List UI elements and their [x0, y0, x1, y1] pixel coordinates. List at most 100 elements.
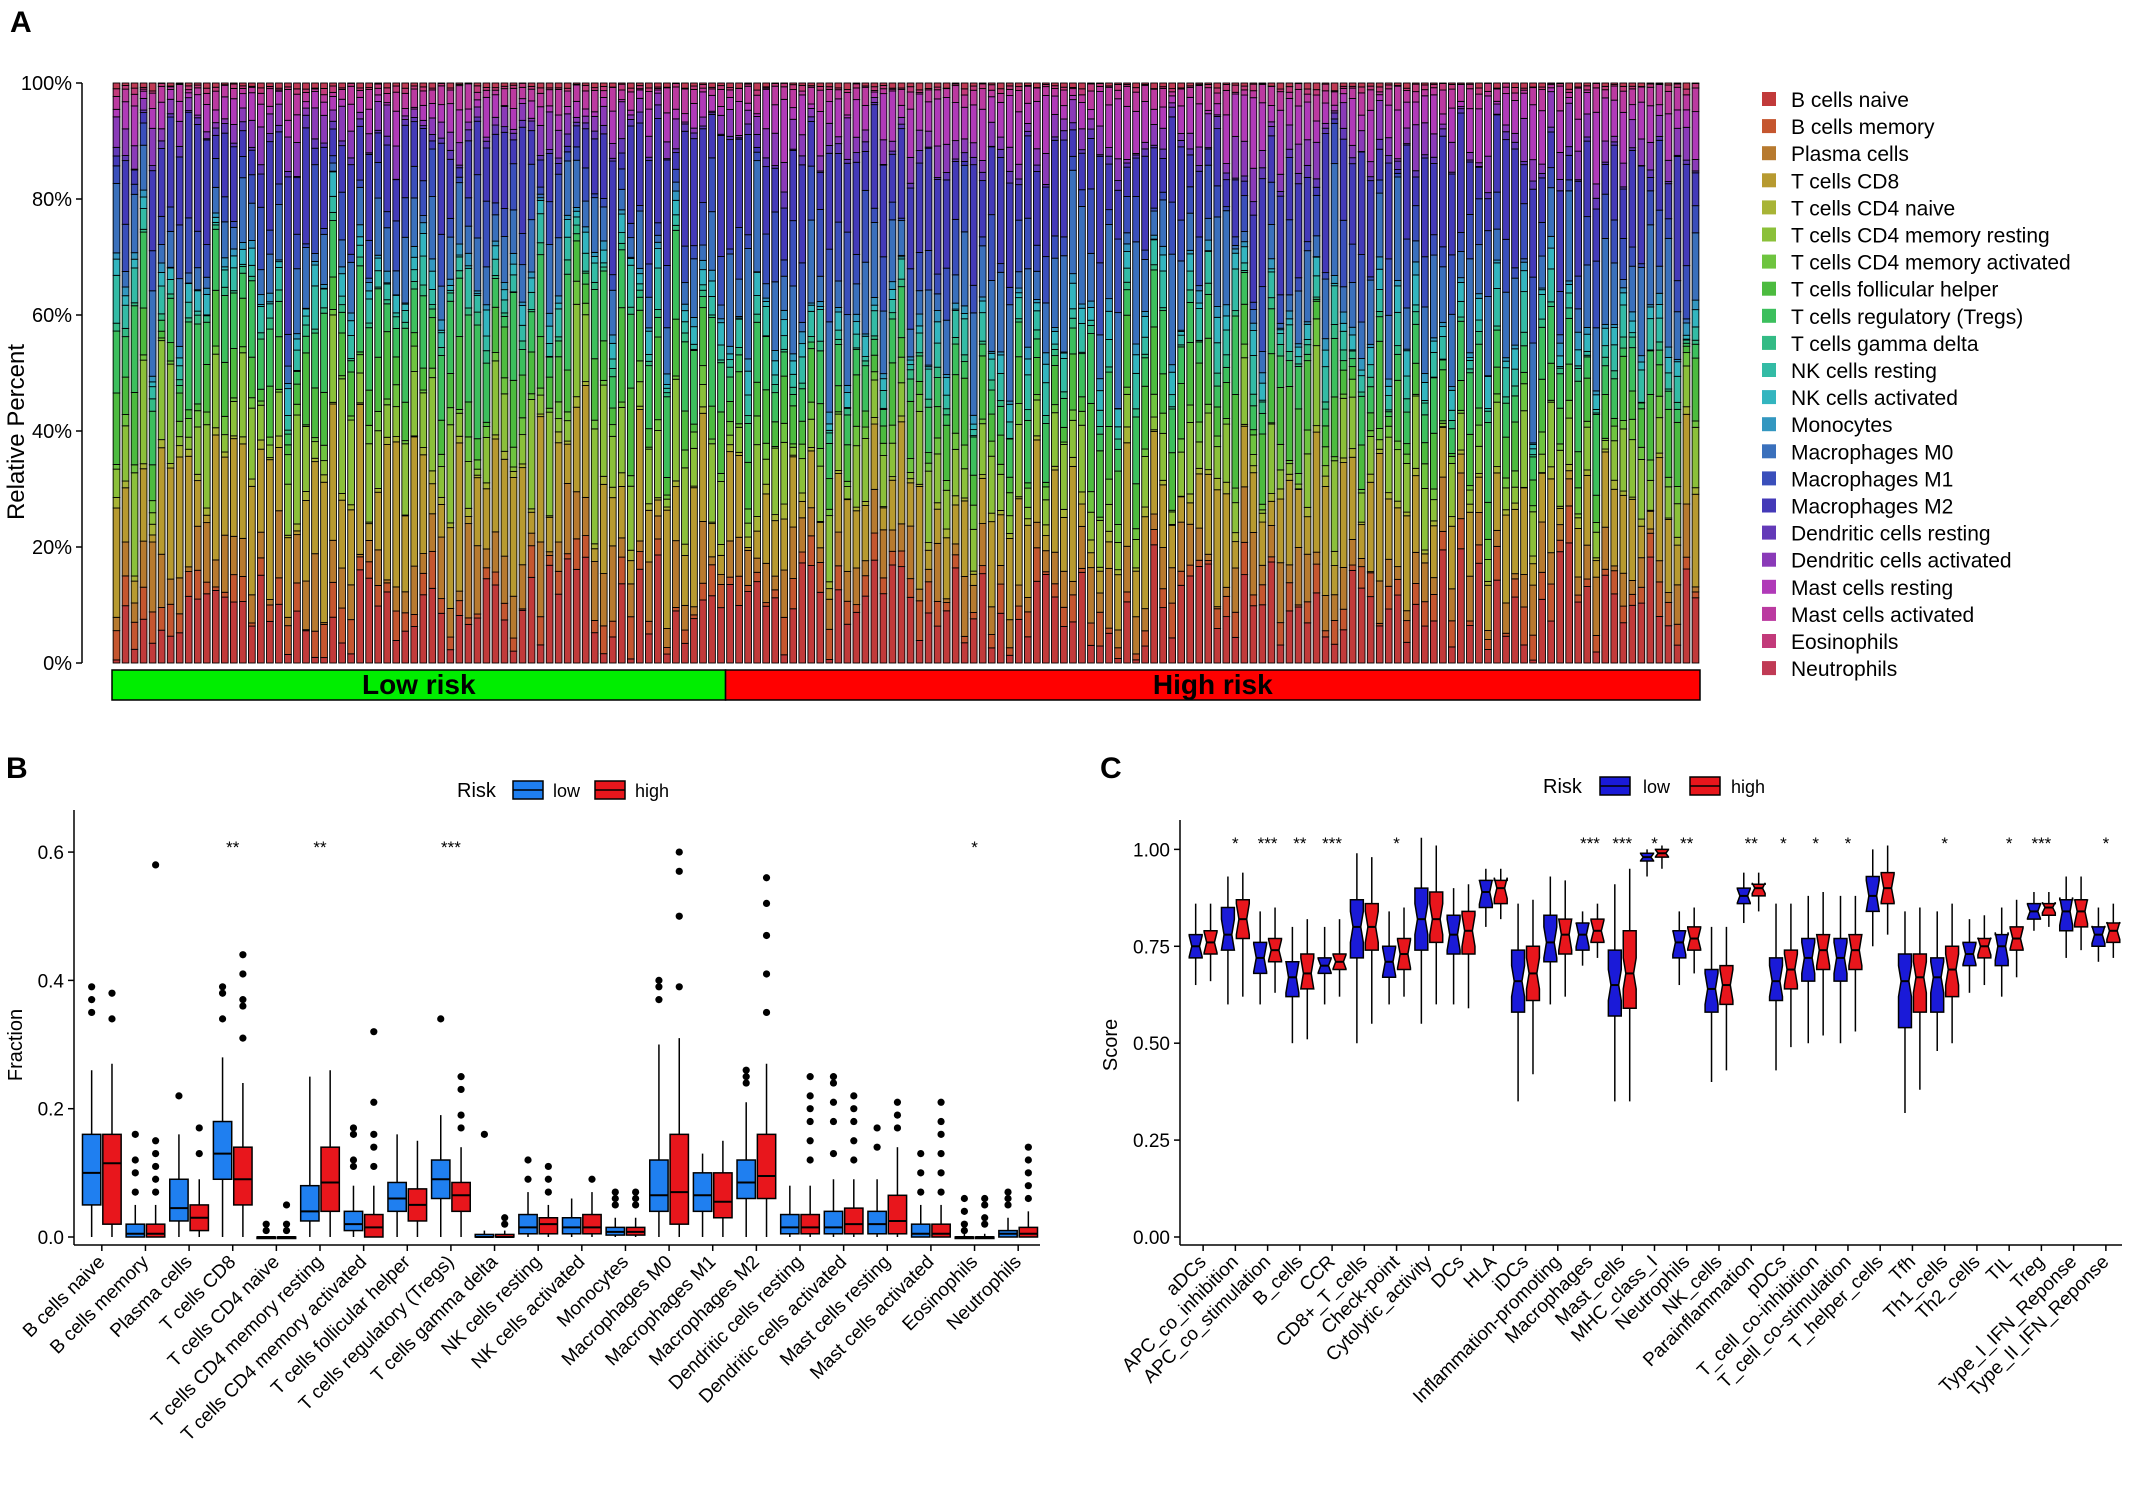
panel-a-sample-bar [1321, 82, 1330, 664]
panel-a-segment [1285, 564, 1294, 584]
panel-a-segment [410, 288, 419, 334]
panel-a-segment [617, 101, 626, 140]
panel-a-segment [365, 153, 373, 241]
panel-a-segment [1195, 146, 1204, 166]
panel-a-segment [1601, 526, 1610, 570]
panel-a-segment [1556, 151, 1564, 180]
panel-a-segment [464, 252, 473, 267]
panel-a-segment [969, 528, 978, 572]
panel-a-segment [419, 233, 428, 257]
panel-a-segment [690, 618, 698, 664]
panel-a-segment [608, 545, 617, 622]
panel-a-segment [482, 350, 491, 364]
panel-a-sample-bar [744, 82, 752, 664]
panel-a-segment [1502, 357, 1510, 362]
panel-a-sample-bar [157, 82, 166, 664]
panel-a-segment [121, 101, 130, 130]
panel-a-segment [834, 385, 843, 413]
panel-a-segment [166, 363, 175, 464]
panel-a-segment [446, 89, 455, 105]
panel-a-segment [626, 264, 635, 308]
panel-a-sample-bar [482, 82, 491, 664]
panel-b-box-high [669, 848, 690, 1237]
panel-a-segment [1267, 500, 1276, 526]
panel-a-sample-bar [238, 82, 247, 664]
panel-b-outlier [218, 1015, 227, 1023]
panel-a-segment [762, 82, 770, 88]
panel-a-segment [789, 82, 798, 86]
panel-a-segment [1628, 246, 1637, 267]
panel-a-segment [1060, 139, 1068, 238]
panel-a-segment [202, 92, 211, 105]
panel-a-segment [590, 138, 599, 195]
panel-a-segment [1267, 181, 1276, 225]
panel-a-sample-bar [293, 82, 301, 664]
panel-b-outlier [457, 1124, 465, 1132]
panel-a-segment [257, 82, 265, 89]
panel-a-segment [509, 209, 518, 254]
panel-a-segment [130, 602, 139, 623]
panel-a-segment [392, 145, 401, 180]
panel-a-segment [464, 307, 473, 316]
panel-a-segment [626, 82, 635, 89]
panel-a-segment [1646, 306, 1655, 320]
panel-a-segment [1132, 154, 1140, 159]
panel-a-segment [1420, 95, 1429, 124]
panel-a-segment [383, 591, 392, 664]
panel-a-segment [1384, 104, 1393, 139]
panel-a-segment [690, 245, 698, 260]
panel-a-segment [112, 392, 121, 465]
panel-a-segment [1078, 491, 1086, 505]
panel-a-segment [1628, 320, 1637, 334]
panel-a-segment [356, 372, 364, 404]
panel-a-segment [708, 438, 716, 445]
panel-c: C Score Risk low high 0.000.250.500.751.… [1100, 752, 2122, 1408]
panel-a-segment [1520, 261, 1528, 272]
panel-b-outlier [588, 1175, 596, 1183]
panel-a-segment [1411, 467, 1420, 477]
panel-c-box-body [1607, 949, 1623, 1017]
panel-a-segment [1556, 443, 1564, 451]
panel-a-segment [563, 151, 572, 162]
panel-a-segment [446, 217, 455, 238]
panel-a-segment [807, 165, 816, 221]
panel-a-sample-bar [816, 82, 825, 664]
panel-a-segment [1150, 210, 1158, 236]
panel-b-outlier [88, 1008, 96, 1017]
panel-c-box-low [1414, 837, 1429, 1024]
panel-a-segment [852, 87, 861, 101]
panel-a-segment [1366, 279, 1375, 345]
panel-a-segment [690, 258, 698, 318]
panel-a-segment [130, 267, 139, 304]
panel-a-segment [906, 187, 915, 270]
panel-a-segment [491, 584, 500, 664]
panel-a-segment [1168, 511, 1177, 525]
panel-a-segment [617, 307, 626, 403]
panel-a-segment [1565, 307, 1574, 319]
panel-a-segment [1141, 311, 1149, 317]
panel-a-segment [338, 273, 346, 297]
panel-a-segment [726, 248, 734, 255]
panel-a-segment [789, 578, 798, 610]
panel-a-segment [1312, 89, 1321, 96]
panel-a-segment [1348, 334, 1357, 351]
panel-a-segment [1502, 86, 1510, 95]
panel-a-segment [816, 208, 825, 277]
panel-a-segment [1673, 155, 1682, 282]
panel-c-legend-title: Risk [1543, 776, 1583, 798]
panel-a-segment [1592, 82, 1601, 89]
panel-a-segment [987, 512, 996, 523]
panel-a-segment [1105, 224, 1113, 300]
panel-a-segment [1574, 180, 1583, 277]
panel-c-box-high [1203, 903, 1218, 982]
panel-a-segment [753, 151, 761, 162]
panel-a-segment [401, 515, 410, 593]
panel-a-segment [897, 415, 906, 423]
panel-a-segment [897, 286, 906, 339]
panel-a-segment [762, 602, 770, 607]
panel-a-segment [1014, 423, 1023, 498]
panel-a-segment [825, 659, 834, 664]
panel-a-segment [626, 583, 635, 618]
panel-a-segment [1060, 391, 1068, 399]
panel-a-segment [798, 443, 807, 460]
